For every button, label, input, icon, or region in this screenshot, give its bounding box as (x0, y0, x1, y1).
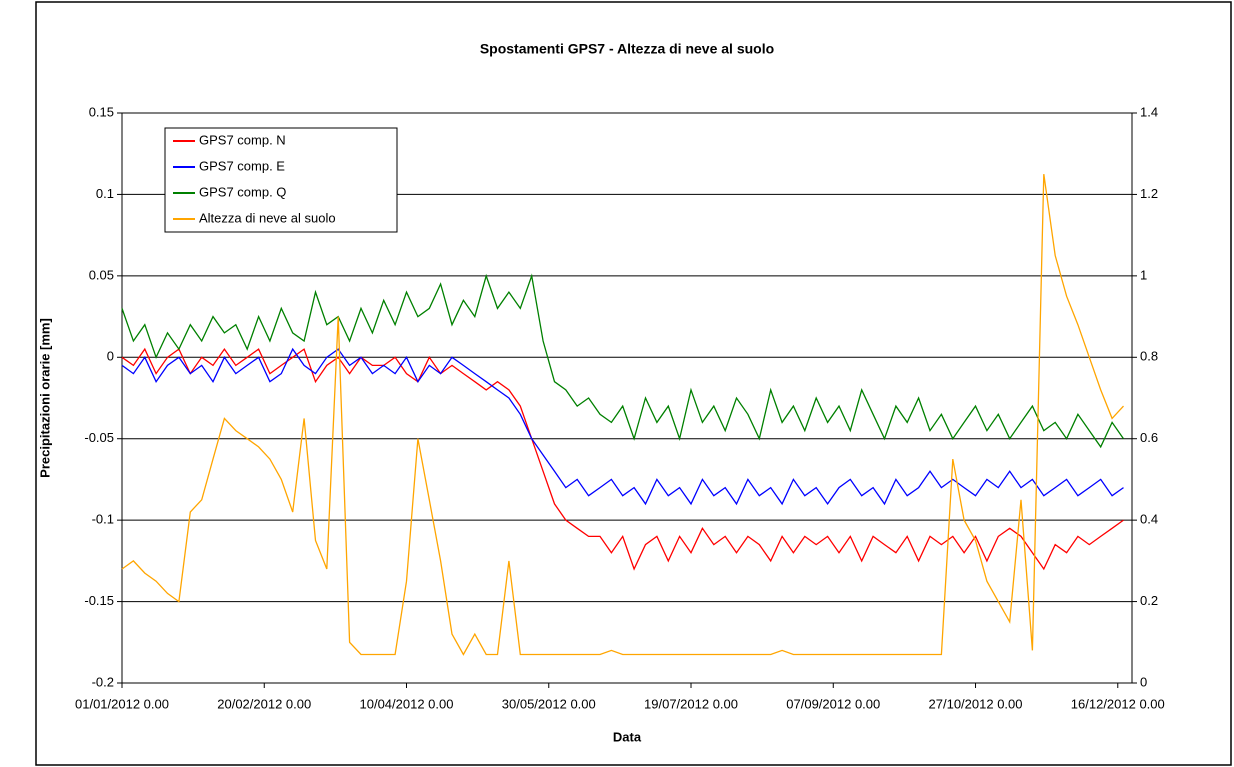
y-tick-label: -0.05 (84, 430, 114, 445)
y-tick-label: -0.1 (92, 512, 114, 527)
x-tick-label: 07/09/2012 0.00 (786, 696, 880, 711)
y2-tick-label: 0.6 (1140, 430, 1158, 445)
series-line (121, 273, 1125, 449)
x-tick-label: 30/05/2012 0.00 (502, 696, 596, 711)
legend-label: GPS7 comp. E (199, 158, 285, 173)
legend-label: GPS7 comp. Q (199, 184, 286, 199)
y2-tick-label: 1.2 (1140, 186, 1158, 201)
x-tick-label: 16/12/2012 0.00 (1071, 696, 1165, 711)
y-tick-label: -0.2 (92, 674, 114, 689)
y2-tick-label: 1 (1140, 267, 1147, 282)
x-tick-label: 01/01/2012 0.00 (75, 696, 169, 711)
y-tick-label: 0.1 (96, 186, 114, 201)
series-line (121, 347, 1124, 571)
y-tick-label: 0.15 (89, 104, 114, 119)
x-tick-label: 10/04/2012 0.00 (360, 696, 454, 711)
legend-label: GPS7 comp. N (199, 132, 286, 147)
y-axis-label: Precipitazioni orarie [mm] (37, 318, 52, 478)
y-tick-label: -0.15 (84, 593, 114, 608)
legend-label: Altezza di neve al suolo (199, 210, 336, 225)
x-tick-label: 19/07/2012 0.00 (644, 696, 738, 711)
y2-tick-label: 0.8 (1140, 349, 1158, 364)
y2-tick-label: 0 (1140, 674, 1147, 689)
legend-box (164, 127, 398, 233)
y-tick-label: 0 (107, 349, 114, 364)
y2-tick-label: 0.4 (1140, 512, 1158, 527)
series-line (121, 174, 1124, 656)
x-tick-label: 27/10/2012 0.00 (929, 696, 1023, 711)
chart-title: Spostamenti GPS7 - Altezza di neve al su… (480, 41, 774, 57)
y-tick-label: 0.05 (89, 267, 114, 282)
y2-tick-label: 0.2 (1140, 593, 1158, 608)
x-axis-label: Data (613, 729, 642, 744)
x-tick-label: 20/02/2012 0.00 (217, 696, 311, 711)
y2-tick-label: 1.4 (1140, 104, 1158, 119)
